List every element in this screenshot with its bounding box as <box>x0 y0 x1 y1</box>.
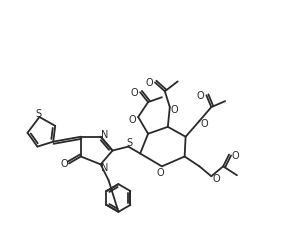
Text: O: O <box>145 78 153 88</box>
Text: O: O <box>197 91 204 101</box>
Text: O: O <box>128 114 136 124</box>
Text: O: O <box>171 105 179 114</box>
Text: O: O <box>130 88 138 98</box>
Text: N: N <box>101 129 108 139</box>
Text: O: O <box>231 150 239 160</box>
Text: O: O <box>213 173 220 183</box>
Text: O: O <box>60 159 68 169</box>
Text: N: N <box>101 163 108 173</box>
Text: O: O <box>201 118 208 128</box>
Text: S: S <box>126 137 132 147</box>
Text: O: O <box>156 168 164 177</box>
Text: S: S <box>35 109 42 118</box>
